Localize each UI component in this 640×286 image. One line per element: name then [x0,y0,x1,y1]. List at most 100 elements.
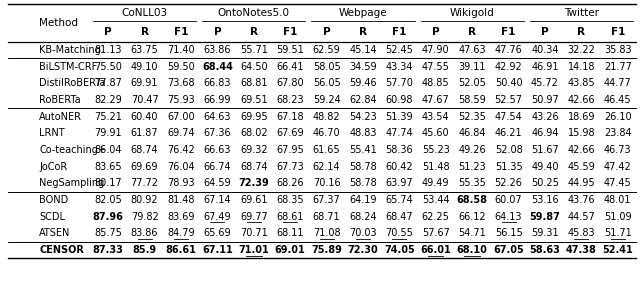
Text: 47.42: 47.42 [604,162,632,172]
Text: 69.32: 69.32 [240,145,268,155]
Text: LRNT: LRNT [39,128,65,138]
Text: 40.34: 40.34 [531,45,559,55]
Text: 67.37: 67.37 [313,195,340,205]
Text: 63.75: 63.75 [131,45,159,55]
Text: 26.10: 26.10 [604,112,632,122]
Text: R: R [250,27,258,37]
Text: 66.83: 66.83 [204,78,231,88]
Text: 52.05: 52.05 [458,78,486,88]
Text: 52.26: 52.26 [495,178,522,188]
Text: 45.83: 45.83 [568,228,595,238]
Text: 51.23: 51.23 [458,162,486,172]
Text: 42.92: 42.92 [495,62,522,72]
Text: 66.63: 66.63 [204,145,231,155]
Text: 68.26: 68.26 [276,178,304,188]
Text: Webpage: Webpage [339,8,387,18]
Text: 47.67: 47.67 [422,95,450,105]
Text: 76.42: 76.42 [167,145,195,155]
Text: 68.35: 68.35 [276,195,304,205]
Text: 67.14: 67.14 [204,195,231,205]
Text: 55.23: 55.23 [422,145,450,155]
Text: 66.12: 66.12 [458,212,486,222]
Text: 84.79: 84.79 [167,228,195,238]
Text: 70.47: 70.47 [131,95,159,105]
Text: 86.04: 86.04 [95,145,122,155]
Text: 57.67: 57.67 [422,228,450,238]
Text: 68.23: 68.23 [276,95,304,105]
Text: 61.65: 61.65 [313,145,340,155]
Text: Wikigold: Wikigold [450,8,495,18]
Text: F1: F1 [392,27,406,37]
Text: 55.41: 55.41 [349,145,377,155]
Text: 83.86: 83.86 [131,228,158,238]
Text: P: P [541,27,549,37]
Text: 79.91: 79.91 [94,128,122,138]
Text: 51.39: 51.39 [385,112,413,122]
Text: 52.08: 52.08 [495,145,522,155]
Text: 42.66: 42.66 [568,95,595,105]
Text: 62.59: 62.59 [313,45,340,55]
Text: 49.10: 49.10 [131,62,158,72]
Text: 55.35: 55.35 [458,178,486,188]
Text: 72.30: 72.30 [348,245,378,255]
Text: 61.87: 61.87 [131,128,159,138]
Text: 43.26: 43.26 [531,112,559,122]
Text: 66.01: 66.01 [420,245,451,255]
Text: 87.96: 87.96 [93,212,124,222]
Text: 49.40: 49.40 [531,162,559,172]
Text: 67.49: 67.49 [204,212,231,222]
Text: 46.21: 46.21 [495,128,522,138]
Text: 68.47: 68.47 [385,212,413,222]
Text: 50.25: 50.25 [531,178,559,188]
Text: 69.91: 69.91 [131,78,158,88]
Text: 78.93: 78.93 [167,178,195,188]
Text: Co-teaching+: Co-teaching+ [39,145,106,155]
Text: 60.07: 60.07 [495,195,522,205]
Text: 51.09: 51.09 [604,212,632,222]
Text: P: P [323,27,330,37]
Text: 60.40: 60.40 [131,112,158,122]
Text: 86.61: 86.61 [166,245,196,255]
Text: 18.69: 18.69 [568,112,595,122]
Text: 47.45: 47.45 [604,178,632,188]
Text: R: R [577,27,586,37]
Text: 59.51: 59.51 [276,45,304,55]
Text: 76.04: 76.04 [167,162,195,172]
Text: 66.74: 66.74 [204,162,231,172]
Text: 54.71: 54.71 [458,228,486,238]
Text: 77.87: 77.87 [94,78,122,88]
Text: 47.63: 47.63 [458,45,486,55]
Text: 21.77: 21.77 [604,62,632,72]
Text: 51.71: 51.71 [604,228,632,238]
Text: 81.48: 81.48 [167,195,195,205]
Text: 63.97: 63.97 [385,178,413,188]
Text: 67.80: 67.80 [276,78,304,88]
Text: 69.51: 69.51 [240,95,268,105]
Text: CoNLL03: CoNLL03 [122,8,168,18]
Text: 51.67: 51.67 [531,145,559,155]
Text: 82.29: 82.29 [94,95,122,105]
Text: 58.63: 58.63 [529,245,561,255]
Text: 71.01: 71.01 [239,245,269,255]
Text: 46.84: 46.84 [458,128,486,138]
Text: 45.72: 45.72 [531,78,559,88]
Text: 69.77: 69.77 [240,212,268,222]
Text: SCDL: SCDL [39,212,65,222]
Text: 67.11: 67.11 [202,245,233,255]
Text: 71.40: 71.40 [167,45,195,55]
Text: 35.83: 35.83 [604,45,632,55]
Text: 68.71: 68.71 [313,212,340,222]
Text: 55.71: 55.71 [240,45,268,55]
Text: F1: F1 [174,27,188,37]
Text: DistilRoBERTa: DistilRoBERTa [39,78,106,88]
Text: 44.57: 44.57 [568,212,595,222]
Text: 68.74: 68.74 [131,145,159,155]
Text: 63.86: 63.86 [204,45,231,55]
Text: 50.40: 50.40 [495,78,522,88]
Text: 69.95: 69.95 [240,112,268,122]
Text: 70.03: 70.03 [349,228,377,238]
Text: 85.75: 85.75 [94,228,122,238]
Text: 81.13: 81.13 [95,45,122,55]
Text: 75.89: 75.89 [311,245,342,255]
Text: 68.10: 68.10 [457,245,488,255]
